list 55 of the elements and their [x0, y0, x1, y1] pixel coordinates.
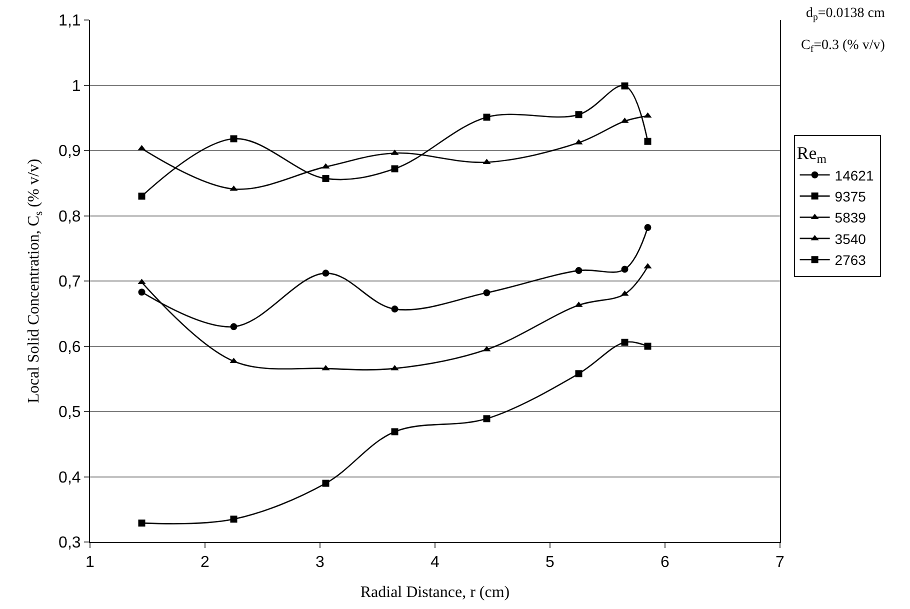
point [483, 114, 490, 121]
point [390, 364, 399, 370]
point [621, 266, 628, 273]
point [230, 516, 238, 523]
point [483, 415, 490, 422]
legend-label: 3540 [834, 230, 866, 247]
x-tick-label: 5 [546, 554, 555, 572]
point [391, 306, 398, 313]
x-tick-label: 2 [200, 554, 210, 572]
point [322, 175, 330, 182]
y-tick-label: 1,1 [58, 12, 81, 30]
point [575, 267, 582, 274]
text: C$_{f}$=0.3 (% v/v) [801, 38, 886, 55]
legend-label: 14621 [834, 167, 874, 184]
y-tick-label: 1 [72, 78, 81, 95]
y-tick-label: 0,6 [58, 338, 81, 356]
point [322, 163, 330, 169]
y-tick-label: 0,4 [58, 469, 81, 486]
x-tick-label: 7 [776, 554, 785, 572]
point [230, 323, 238, 330]
point [644, 112, 652, 118]
point [138, 278, 146, 284]
point [322, 480, 330, 487]
point [483, 289, 490, 296]
point [138, 192, 146, 200]
point [230, 358, 238, 364]
x-tick-label: 4 [430, 554, 440, 572]
point [575, 111, 582, 118]
legend-label: 9375 [834, 188, 866, 204]
point [621, 338, 628, 346]
point [644, 342, 652, 350]
point [322, 270, 330, 277]
y-tick-label: 0,3 [58, 534, 81, 552]
legend-label: 2763 [834, 252, 866, 268]
point [230, 135, 238, 142]
x-tick-label: 3 [316, 554, 325, 572]
point [644, 138, 652, 145]
legend-title: Re$_{m}$ [796, 143, 827, 166]
point [575, 370, 582, 378]
x-tick-label: 6 [660, 554, 670, 572]
x-tick-label: 1 [86, 554, 95, 572]
point [138, 288, 146, 296]
point [391, 428, 398, 436]
legend-label: 5839 [834, 210, 866, 226]
point [391, 165, 398, 172]
point [138, 520, 146, 527]
text: d$_{p}$=0.0138 cm [806, 6, 886, 23]
y-tick-label: 0,8 [58, 208, 81, 226]
x-axis-title: Radial Distance, r (cm) [360, 584, 510, 601]
y-tick-label: 0,7 [58, 274, 81, 291]
point [621, 82, 628, 90]
point [322, 364, 330, 370]
y-tick-label: 0,5 [58, 404, 81, 422]
y-tick-label: 0,9 [58, 143, 81, 160]
point [644, 224, 652, 231]
